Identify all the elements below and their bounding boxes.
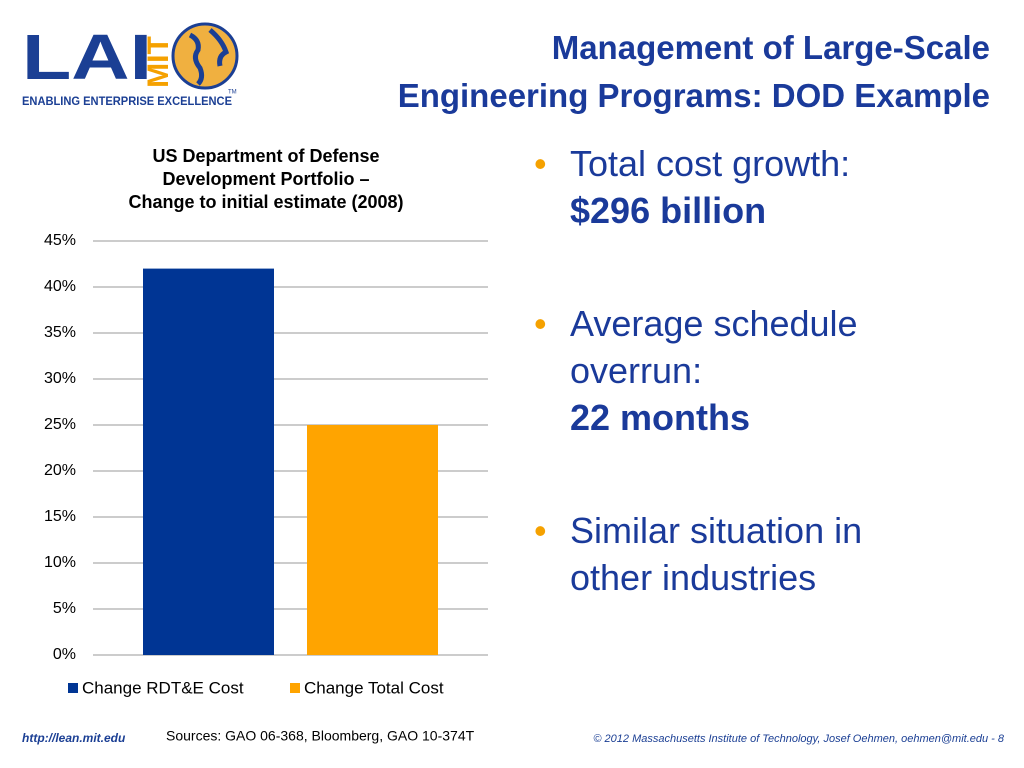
y-tick-label: 35% xyxy=(44,324,76,341)
logo-globe-land xyxy=(188,28,230,86)
y-tick-label: 0% xyxy=(53,646,76,663)
bullet: Similar situation in other industries xyxy=(534,507,930,601)
bullet-bold: $296 billion xyxy=(570,190,767,231)
y-tick-label: 15% xyxy=(44,508,76,525)
legend-swatch xyxy=(290,683,300,693)
y-tick-label: 5% xyxy=(53,600,76,617)
y-tick-label: 30% xyxy=(44,370,76,387)
y-tick-label: 40% xyxy=(44,278,76,295)
y-tick-label: 10% xyxy=(44,554,76,571)
bar xyxy=(143,268,274,655)
chart-title: Change to initial estimate (2008) xyxy=(128,192,403,212)
logo-letters: LAI xyxy=(22,21,152,93)
bar xyxy=(307,425,438,655)
logo-mit: MIT xyxy=(142,36,175,88)
legend-swatch xyxy=(68,683,78,693)
bullet-text: Average schedule overrun: xyxy=(570,303,858,391)
legend-label: Change RDT&E Cost xyxy=(82,678,244,697)
sources: Sources: GAO 06-368, Bloomberg, GAO 10-3… xyxy=(166,728,475,744)
bullet: Average schedule overrun: 22 months xyxy=(534,300,900,441)
y-tick-label: 45% xyxy=(44,232,76,249)
title-line: Engineering Programs: DOD Example xyxy=(397,77,990,114)
bullet-text: Total cost growth: xyxy=(570,143,851,184)
slide-title: Management of Large-Scale Engineering Pr… xyxy=(398,24,990,120)
footer-copyright: © 2012 Massachusetts Institute of Techno… xyxy=(593,733,1004,745)
bullet: Total cost growth: $296 billion xyxy=(534,140,930,234)
bullet-text: Similar situation in other industries xyxy=(570,510,863,598)
y-tick-label: 20% xyxy=(44,462,76,479)
logo-globe xyxy=(171,22,239,90)
logo-tm: TM xyxy=(228,90,237,96)
footer-url: http://lean.mit.edu xyxy=(22,731,126,745)
chart-title: Development Portfolio – xyxy=(162,169,369,189)
logo-tagline: ENABLING ENTERPRISE EXCELLENCE xyxy=(22,94,232,108)
bullet-bold: 22 months xyxy=(570,397,751,438)
y-tick-label: 25% xyxy=(44,416,76,433)
chart-title: US Department of Defense xyxy=(152,146,379,166)
legend-label: Change Total Cost xyxy=(304,678,444,697)
title-line: Management of Large-Scale xyxy=(551,29,990,66)
